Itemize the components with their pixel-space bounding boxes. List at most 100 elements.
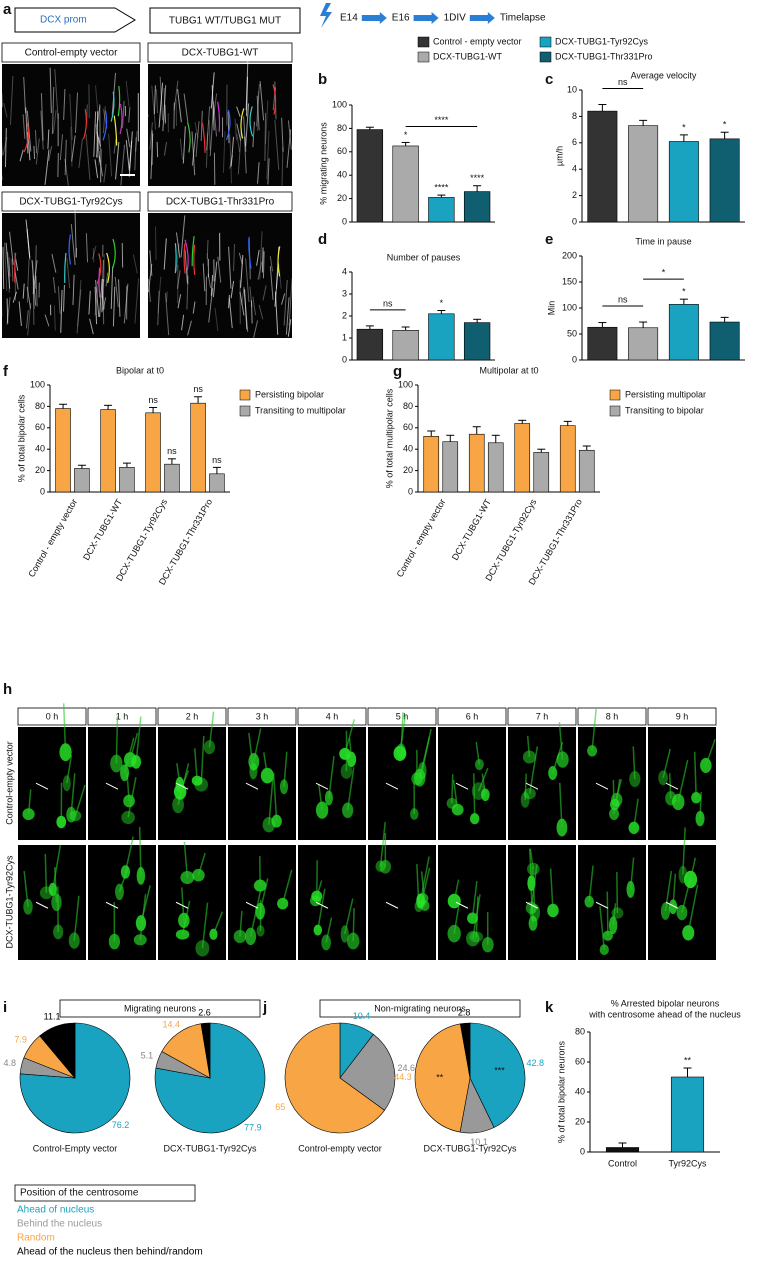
cell-process <box>2 136 8 155</box>
panel-label: d <box>318 231 327 248</box>
neurite <box>352 907 355 942</box>
legend-title-box <box>14 1184 196 1202</box>
neurite <box>62 703 67 753</box>
electroporation-icon <box>320 3 332 28</box>
cell-process <box>134 137 137 171</box>
cell-process <box>22 283 25 299</box>
y-tick-label: 2 <box>572 190 577 200</box>
cell <box>393 745 407 761</box>
cell <box>599 944 609 956</box>
timeline-arrow <box>469 12 495 24</box>
cell-process <box>52 109 57 134</box>
construct-label: TUBG1 WT/TUBG1 MUT <box>169 16 281 27</box>
slice-label: 7.9 <box>14 1034 27 1044</box>
neurite <box>268 778 274 825</box>
y-axis-label: Min <box>546 301 556 316</box>
time-box <box>157 707 227 726</box>
neurite <box>197 852 206 876</box>
panel-label: k <box>545 999 554 1016</box>
track <box>117 86 121 117</box>
y-tick-label: 0 <box>572 216 577 226</box>
cell-process <box>206 106 211 151</box>
track <box>191 236 195 267</box>
cell-process <box>164 104 166 123</box>
neurite <box>183 841 189 878</box>
cell-process <box>103 164 107 183</box>
cell-process <box>213 93 218 115</box>
cell-process <box>186 275 189 310</box>
neurite <box>451 774 454 804</box>
cell-process <box>26 286 31 309</box>
neurite <box>208 711 215 748</box>
bar <box>709 321 740 361</box>
cell-process <box>187 320 192 336</box>
pointer-arrow <box>525 901 539 909</box>
neurite <box>421 729 432 771</box>
pie-slice <box>200 1022 211 1079</box>
track <box>174 243 177 274</box>
image-label: DCX-TUBG1-WT <box>182 48 259 59</box>
neurite <box>453 905 460 934</box>
pie-slice <box>39 1022 76 1079</box>
cell-process <box>175 232 181 259</box>
bar <box>559 425 576 493</box>
y-tick-label: 0 <box>342 354 347 364</box>
cell-process <box>75 92 79 133</box>
cell-process <box>94 159 99 178</box>
pie-name: DCX-TUBG1-Tyr92Cys <box>423 1143 517 1153</box>
bar <box>487 442 504 493</box>
x-tick-label: DCX-TUBG1-WT <box>450 497 493 562</box>
cell <box>451 803 464 816</box>
cell-process <box>110 266 114 309</box>
y-tick-label: 0 <box>40 486 45 496</box>
slice-label: 14.4 <box>163 1019 181 1029</box>
cell-process <box>91 245 97 260</box>
cell-process <box>153 85 156 115</box>
cell-process <box>25 310 29 329</box>
y-tick-label: 6 <box>572 137 577 147</box>
cell-process <box>208 288 214 323</box>
cell-process <box>120 144 126 186</box>
x-tick-label: Control - empty vector <box>395 497 448 579</box>
frame <box>158 845 226 960</box>
frame <box>88 727 156 840</box>
frame <box>648 845 716 960</box>
cell-process <box>12 291 18 303</box>
cell-process <box>237 131 242 175</box>
legend-swatch <box>609 389 621 401</box>
cell-process <box>266 130 270 179</box>
chart-title: with centrosome ahead of the nucleus <box>588 1009 741 1019</box>
bar <box>468 433 485 493</box>
cell-process <box>33 145 36 160</box>
track <box>102 110 108 141</box>
cell-process <box>85 133 91 180</box>
cell-process <box>44 314 50 327</box>
bar <box>463 191 491 223</box>
y-tick-label: 1 <box>342 332 347 342</box>
bar <box>442 441 459 493</box>
row-label: Control-empty vector <box>4 741 14 825</box>
pie-name: Control-empty vector <box>298 1143 382 1153</box>
neurite <box>179 770 190 792</box>
x-tick-label: DCX-TUBG1-Thr331Pro <box>157 497 214 586</box>
cell-process <box>114 276 119 308</box>
neurite <box>115 715 119 764</box>
cell-process <box>63 88 66 120</box>
neurite <box>528 848 533 884</box>
cell <box>192 868 205 882</box>
cell-process <box>40 93 44 141</box>
cell-process <box>253 320 259 339</box>
cell-process <box>4 242 8 291</box>
cell-process <box>159 76 164 121</box>
track <box>83 109 88 140</box>
legend-label: Ahead of the nucleus then behind/random <box>17 1247 203 1258</box>
cell <box>626 880 635 898</box>
pointer-arrow <box>385 782 399 790</box>
pointer-arrow <box>175 901 189 909</box>
significance: ns <box>193 384 203 394</box>
neurite <box>612 903 617 926</box>
bar <box>514 423 531 493</box>
cell-process <box>256 249 260 266</box>
cell-process <box>210 72 215 109</box>
y-tick-label: 60 <box>35 422 45 432</box>
